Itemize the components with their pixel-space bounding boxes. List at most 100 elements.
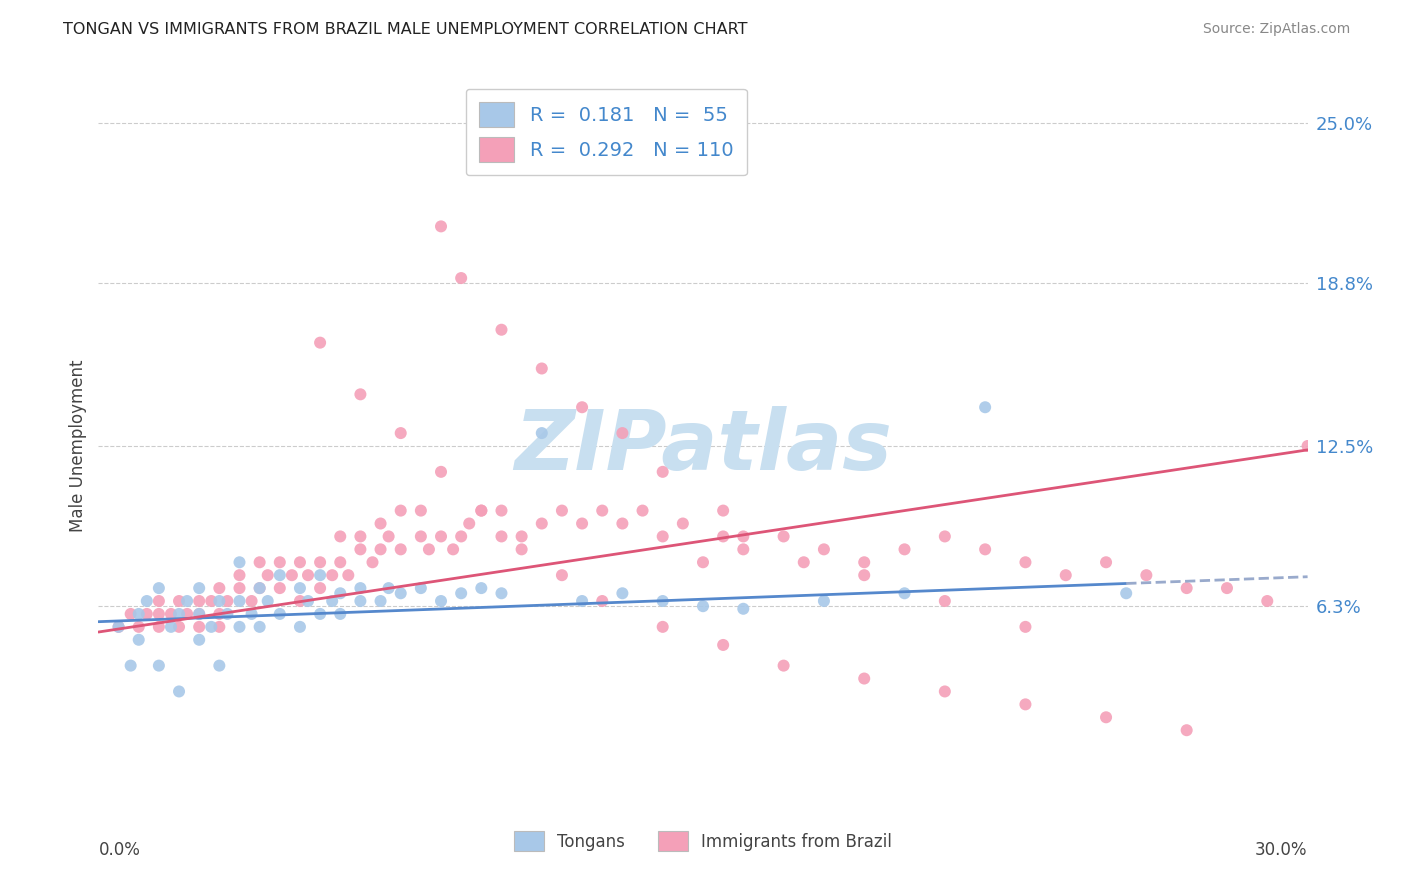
Point <box>651 465 673 479</box>
Point <box>934 529 956 543</box>
Point <box>631 503 654 517</box>
Point <box>711 529 734 543</box>
Point <box>974 401 997 415</box>
Point <box>269 581 291 595</box>
Point <box>389 586 412 600</box>
Point <box>361 555 384 569</box>
Point <box>1115 586 1137 600</box>
Point <box>148 594 170 608</box>
Point <box>934 594 956 608</box>
Point <box>167 607 190 621</box>
Point <box>256 594 278 608</box>
Point <box>120 658 142 673</box>
Point <box>377 529 399 543</box>
Point <box>571 516 593 531</box>
Point <box>1014 698 1036 712</box>
Point <box>893 542 915 557</box>
Point <box>107 620 129 634</box>
Point <box>148 658 170 673</box>
Point <box>337 568 360 582</box>
Point <box>176 594 198 608</box>
Point <box>430 529 453 543</box>
Point <box>370 542 392 557</box>
Point <box>733 529 755 543</box>
Point <box>349 529 371 543</box>
Point <box>297 594 319 608</box>
Point <box>107 620 129 634</box>
Point <box>188 607 211 621</box>
Point <box>1216 581 1239 595</box>
Text: ZIPatlas: ZIPatlas <box>515 406 891 486</box>
Point <box>409 529 432 543</box>
Point <box>377 581 399 595</box>
Point <box>256 568 278 582</box>
Point <box>389 503 412 517</box>
Point <box>470 581 492 595</box>
Point <box>309 607 332 621</box>
Point <box>128 607 150 621</box>
Point <box>120 607 142 621</box>
Point <box>228 581 250 595</box>
Point <box>269 555 291 569</box>
Point <box>288 620 311 634</box>
Point <box>491 586 513 600</box>
Point <box>470 503 492 517</box>
Point <box>853 555 876 569</box>
Y-axis label: Male Unemployment: Male Unemployment <box>69 359 87 533</box>
Legend: Tongans, Immigrants from Brazil: Tongans, Immigrants from Brazil <box>508 825 898 857</box>
Point <box>409 503 432 517</box>
Point <box>389 542 412 557</box>
Point <box>208 658 231 673</box>
Point <box>309 555 332 569</box>
Text: 30.0%: 30.0% <box>1256 841 1308 859</box>
Point <box>813 542 835 557</box>
Point <box>450 586 472 600</box>
Point <box>128 632 150 647</box>
Point <box>1296 439 1319 453</box>
Point <box>249 555 271 569</box>
Point <box>1095 710 1118 724</box>
Point <box>288 594 311 608</box>
Point <box>591 503 613 517</box>
Point <box>128 620 150 634</box>
Point <box>208 620 231 634</box>
Point <box>733 601 755 615</box>
Point <box>288 581 311 595</box>
Point <box>349 542 371 557</box>
Point <box>491 529 513 543</box>
Point <box>200 620 222 634</box>
Point <box>208 581 231 595</box>
Point <box>772 658 794 673</box>
Point <box>1095 555 1118 569</box>
Point <box>711 638 734 652</box>
Point <box>1175 723 1198 738</box>
Point <box>148 607 170 621</box>
Point <box>530 361 553 376</box>
Point <box>458 516 481 531</box>
Point <box>853 672 876 686</box>
Point <box>418 542 440 557</box>
Point <box>1014 555 1036 569</box>
Point <box>370 516 392 531</box>
Point <box>148 620 170 634</box>
Point <box>329 529 352 543</box>
Point <box>349 581 371 595</box>
Point <box>228 555 250 569</box>
Point <box>281 568 304 582</box>
Point <box>269 568 291 582</box>
Point <box>409 581 432 595</box>
Point <box>217 594 239 608</box>
Point <box>651 529 673 543</box>
Point <box>450 271 472 285</box>
Text: Source: ZipAtlas.com: Source: ZipAtlas.com <box>1202 22 1350 37</box>
Point <box>853 568 876 582</box>
Point <box>188 620 211 634</box>
Point <box>370 594 392 608</box>
Point <box>491 503 513 517</box>
Point <box>530 426 553 441</box>
Point <box>135 594 157 608</box>
Point <box>228 620 250 634</box>
Point <box>711 503 734 517</box>
Point <box>772 529 794 543</box>
Text: TONGAN VS IMMIGRANTS FROM BRAZIL MALE UNEMPLOYMENT CORRELATION CHART: TONGAN VS IMMIGRANTS FROM BRAZIL MALE UN… <box>63 22 748 37</box>
